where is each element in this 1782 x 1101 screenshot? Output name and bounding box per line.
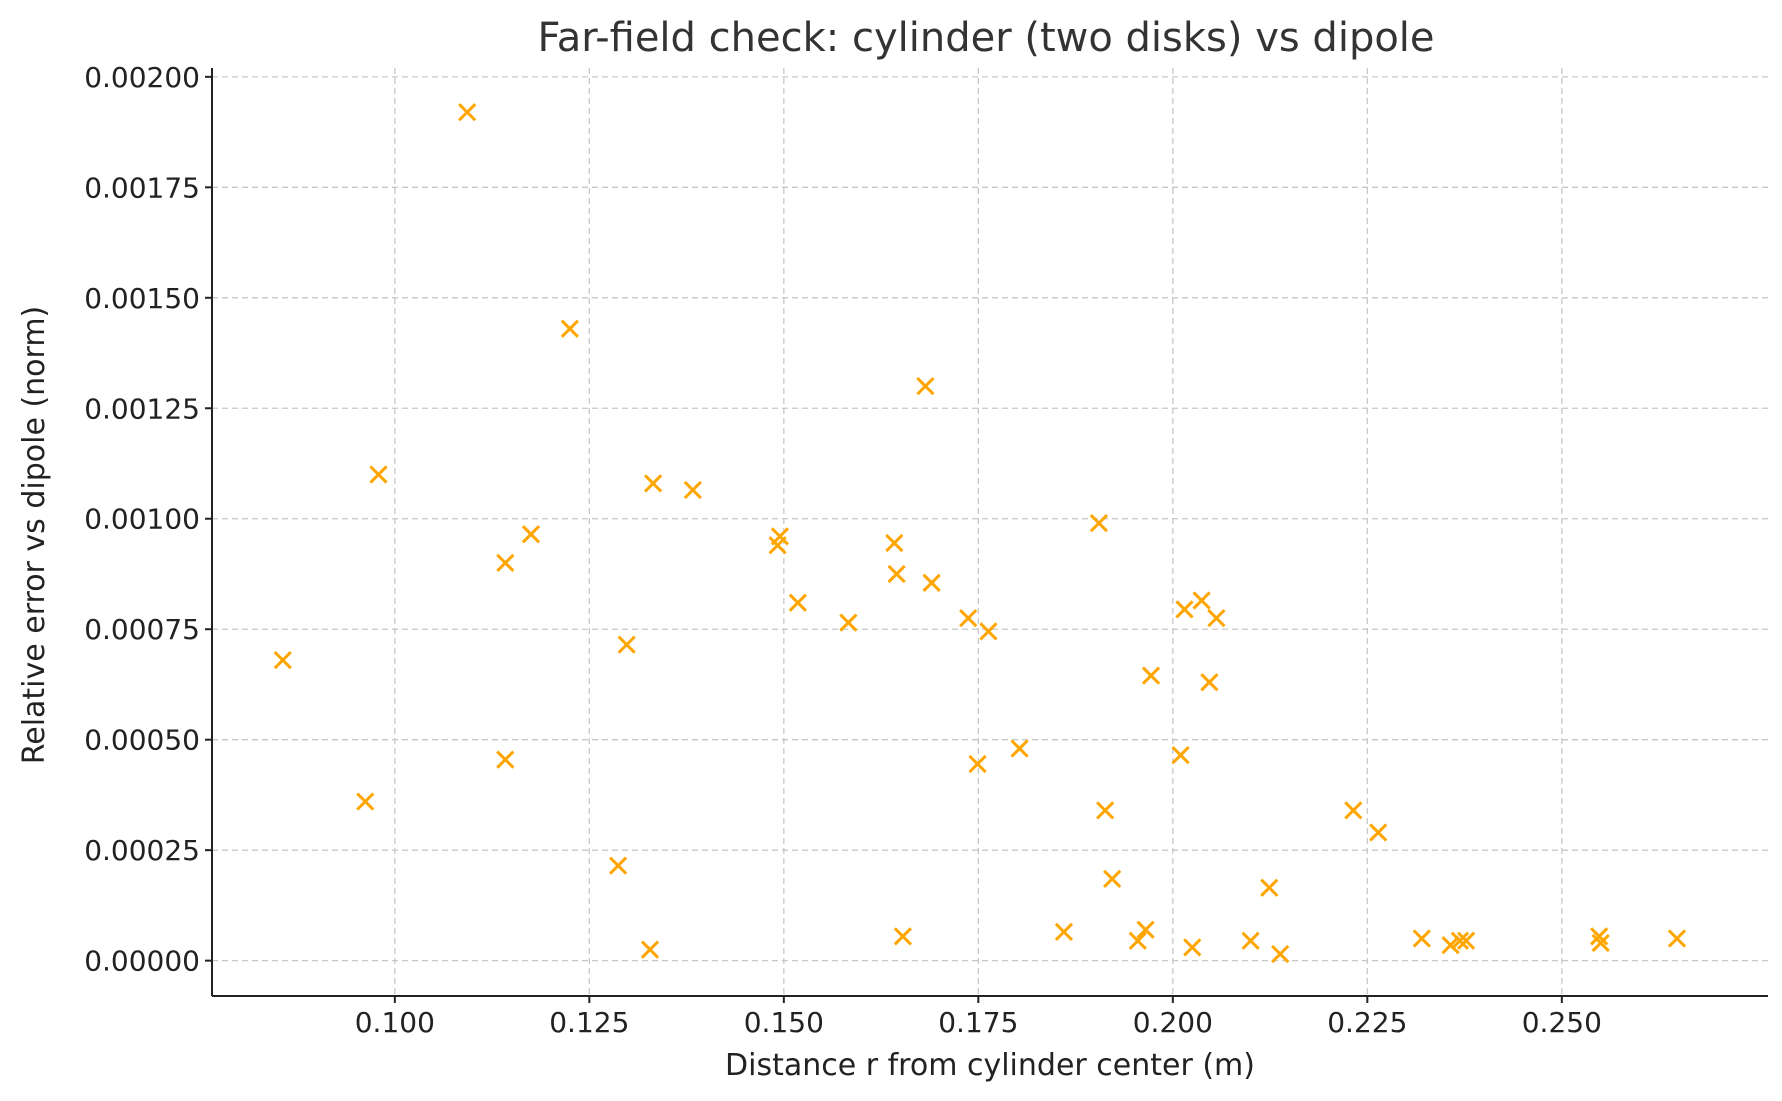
- data-point: [1183, 938, 1202, 957]
- data-point: [1207, 609, 1226, 628]
- x-tick-label: 0.250: [1522, 1006, 1602, 1039]
- data-point: [1344, 801, 1363, 820]
- data-point: [916, 377, 935, 396]
- data-point: [640, 940, 660, 959]
- data-point: [885, 533, 904, 553]
- data-point: [770, 527, 790, 546]
- data-point: [1175, 600, 1194, 619]
- y-tick-label: 0.00150: [84, 282, 200, 315]
- data-point: [959, 609, 978, 628]
- data-point: [1412, 929, 1431, 948]
- data-point: [1260, 878, 1279, 897]
- data-point: [644, 474, 663, 493]
- data-point: [1369, 823, 1388, 842]
- y-tick-label: 0.00075: [84, 613, 200, 646]
- data-point: [1441, 936, 1460, 955]
- data-point: [1089, 514, 1109, 533]
- axes: 0.100 0.125 0.150 0.175 0.200 0.225 0.250 0.000…: [84, 61, 1768, 1039]
- y-tick-label: 0.00125: [84, 392, 200, 425]
- data-point: [608, 856, 628, 875]
- data-point: [496, 553, 515, 573]
- y-tick-label: 0.00200: [84, 61, 200, 94]
- data-point: [1141, 666, 1161, 685]
- data-points: [273, 103, 1687, 964]
- chart-title: Far-field check: cylinder (two disks) vs…: [537, 15, 1434, 61]
- data-point: [788, 593, 807, 612]
- y-tick-label: 0.00050: [84, 724, 200, 757]
- data-point: [1241, 931, 1260, 950]
- data-point: [617, 635, 636, 654]
- x-tick-label: 0.150: [744, 1006, 824, 1039]
- data-point: [273, 651, 292, 670]
- data-point: [560, 319, 580, 338]
- data-point: [1192, 591, 1211, 610]
- x-axis-title: Distance r from cylinder center (m): [725, 1048, 1255, 1083]
- data-point: [1271, 944, 1290, 964]
- data-point: [1096, 801, 1115, 820]
- data-point: [496, 750, 515, 769]
- data-point: [1128, 931, 1147, 950]
- x-tick-label: 0.100: [355, 1006, 435, 1039]
- data-point: [1591, 933, 1610, 953]
- y-tick-label: 0.00000: [84, 945, 200, 978]
- data-point: [979, 622, 998, 641]
- data-point: [839, 613, 858, 632]
- data-point: [458, 103, 477, 122]
- y-tick-label: 0.00100: [84, 503, 200, 536]
- data-point: [893, 927, 912, 946]
- data-point: [1136, 920, 1155, 939]
- data-point: [968, 754, 987, 774]
- data-point: [1171, 746, 1190, 765]
- data-point: [1054, 922, 1074, 942]
- data-point: [1457, 931, 1476, 950]
- x-tick-label: 0.200: [1133, 1006, 1213, 1039]
- y-tick-label: 0.00025: [84, 834, 200, 867]
- data-point: [521, 525, 541, 544]
- data-point: [1450, 931, 1470, 950]
- data-point: [1010, 739, 1029, 758]
- data-point: [887, 564, 906, 584]
- y-axis-title: Relative error vs dipole (norm): [17, 306, 52, 765]
- data-point: [356, 792, 375, 811]
- x-tick-label: 0.225: [1327, 1006, 1407, 1039]
- grid-lines: [212, 68, 1768, 996]
- data-point: [369, 465, 388, 484]
- data-point: [922, 573, 941, 592]
- x-tick-label: 0.125: [549, 1006, 629, 1039]
- y-tick-label: 0.00175: [84, 171, 200, 204]
- data-point: [683, 480, 702, 500]
- x-tick-label: 0.175: [938, 1006, 1018, 1039]
- data-point: [1667, 929, 1687, 948]
- data-point: [1200, 673, 1219, 692]
- data-point: [1103, 869, 1122, 889]
